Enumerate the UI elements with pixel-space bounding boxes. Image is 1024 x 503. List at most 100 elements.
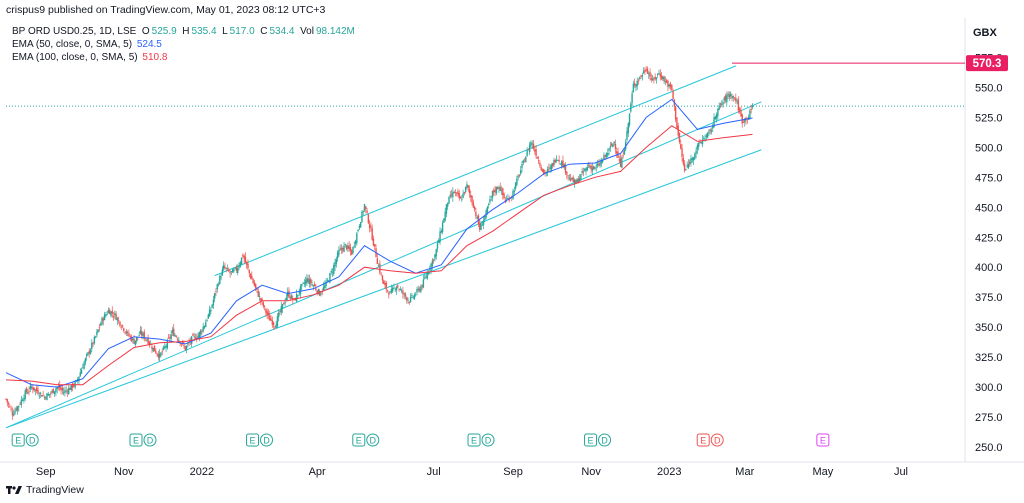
symbol-label[interactable]: BP ORD USD0.25, 1D, LSE <box>12 26 137 37</box>
candle-body <box>221 269 224 276</box>
dividend-marker[interactable] <box>260 433 274 447</box>
candle-body <box>171 330 174 334</box>
candle-body <box>121 325 124 327</box>
candle-body <box>10 408 12 410</box>
candle-body <box>349 247 352 252</box>
footer-brand[interactable]: TradingView <box>6 484 84 496</box>
dividend-marker[interactable] <box>366 433 380 447</box>
candle-body <box>368 224 371 228</box>
candle-body <box>744 118 746 123</box>
candle-body <box>274 326 276 328</box>
candle-body <box>219 275 221 285</box>
earnings-marker[interactable] <box>584 433 598 447</box>
candle-body <box>589 166 591 168</box>
channel-trendline[interactable] <box>214 65 736 277</box>
candle-body <box>415 294 417 296</box>
candle-body <box>691 158 693 161</box>
candle-body <box>455 192 458 194</box>
candle-body <box>522 160 524 164</box>
candle-body <box>508 198 510 201</box>
candle-body <box>211 304 213 308</box>
candle-body <box>109 309 111 315</box>
dividend-marker[interactable] <box>598 433 612 447</box>
candle-body <box>531 143 533 145</box>
earnings-marker[interactable] <box>696 433 710 447</box>
candle-body <box>198 332 201 338</box>
dividend-marker[interactable] <box>143 433 157 447</box>
candle-body <box>719 103 722 105</box>
ema100-line[interactable] <box>5 125 753 386</box>
candle-body <box>662 76 664 80</box>
candle-body <box>278 312 280 317</box>
candle-body <box>247 263 249 269</box>
candle-body <box>169 336 171 339</box>
candle-body <box>526 150 528 156</box>
candle-body <box>139 330 142 334</box>
candle-body <box>388 292 390 295</box>
candle-body <box>27 392 29 394</box>
candle-body <box>19 404 21 405</box>
candle-body <box>253 282 256 286</box>
candle-body <box>372 238 375 246</box>
candle-body <box>695 150 697 154</box>
candle-body <box>202 326 204 332</box>
x-tick-label: Nov <box>114 466 134 478</box>
candle-body <box>199 330 202 335</box>
ema50-line[interactable] <box>5 98 753 388</box>
candle-body <box>580 174 582 180</box>
candle-body <box>25 388 28 393</box>
candle-body <box>193 336 195 337</box>
candle-body <box>566 171 568 175</box>
candle-body <box>283 302 285 305</box>
candle-body <box>275 324 277 328</box>
candle-body <box>685 168 687 171</box>
earnings-marker[interactable] <box>129 433 143 447</box>
candle-body <box>393 287 395 289</box>
candle-body <box>673 100 676 107</box>
candle-body <box>41 395 43 397</box>
dividend-marker[interactable] <box>25 433 39 447</box>
candle-body <box>448 196 450 204</box>
publish-info: crispus9 published on TradingView.com, M… <box>6 4 326 16</box>
channel-trendline[interactable] <box>5 149 762 429</box>
candle-body <box>357 229 359 232</box>
candle-body <box>115 314 117 320</box>
candle-body <box>482 220 485 225</box>
candle-body <box>201 331 203 332</box>
candle-body <box>513 190 516 192</box>
earnings-marker[interactable] <box>11 433 25 447</box>
candle-body <box>650 78 653 80</box>
candle-body <box>683 163 686 171</box>
earnings-marker[interactable] <box>246 433 260 447</box>
candle-body <box>69 387 71 391</box>
candle-body <box>594 167 596 169</box>
candle-body <box>413 294 416 299</box>
candle-body <box>267 312 270 316</box>
candle-body <box>107 309 110 314</box>
candle-body <box>749 110 751 119</box>
y-tick-label: 500.0 <box>975 142 1003 154</box>
candle-body <box>254 283 257 288</box>
candle-body <box>751 105 754 108</box>
candle-body <box>714 116 717 120</box>
dividend-marker-label: D <box>485 436 492 446</box>
candle-body <box>587 165 590 167</box>
candle-body <box>279 311 281 313</box>
candle-body <box>28 390 30 392</box>
dividend-marker[interactable] <box>710 433 724 447</box>
candle-body <box>434 254 436 259</box>
candle-body <box>317 289 320 295</box>
dividend-marker[interactable] <box>481 433 495 447</box>
resistance-price-tag[interactable] <box>966 55 1008 72</box>
ema50-row[interactable]: EMA (50, close, 0, SMA, 5) 524.5 <box>12 38 355 51</box>
candle-body <box>333 265 335 275</box>
earnings-marker[interactable] <box>816 433 830 447</box>
candle-body <box>292 298 294 300</box>
earnings-marker[interactable] <box>352 433 366 447</box>
channel-trendline[interactable] <box>5 101 762 429</box>
earnings-marker[interactable] <box>467 433 481 447</box>
candle-body <box>166 339 169 349</box>
ema100-row[interactable]: EMA (100, close, 0, SMA, 5) 510.8 <box>12 51 355 64</box>
